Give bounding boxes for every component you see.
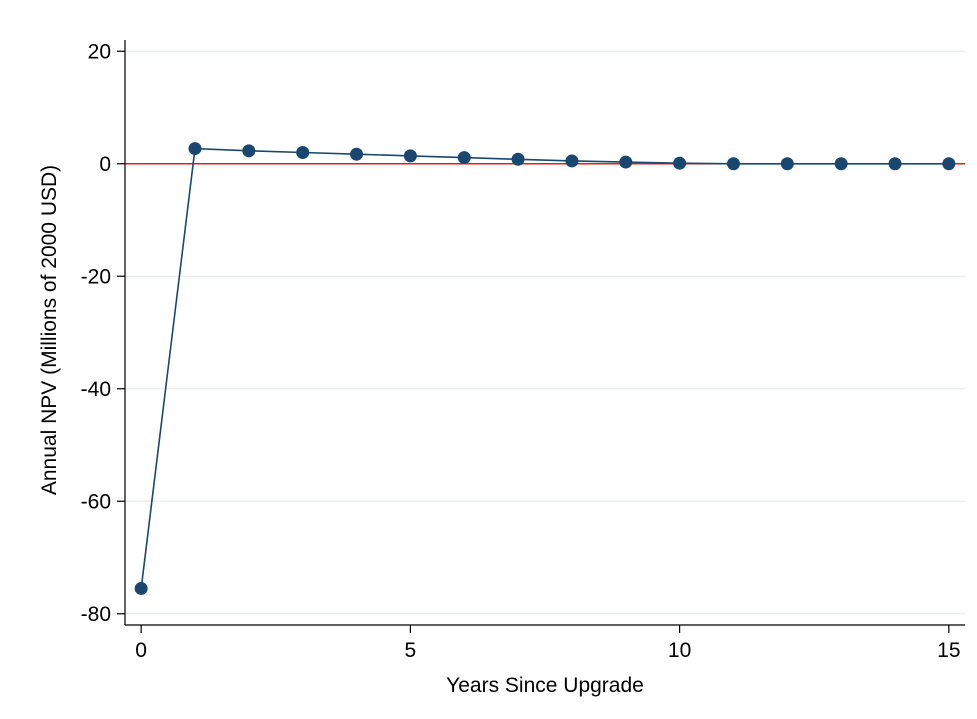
data-point-15 xyxy=(942,157,956,171)
series-line-0 xyxy=(140,147,949,589)
x-tick-label-5: 5 xyxy=(405,639,417,662)
x-axis-title: Years Since Upgrade xyxy=(446,674,644,697)
y-tick-label-0: 0 xyxy=(99,153,111,176)
data-point-10 xyxy=(673,156,687,170)
y-tick-label--20: -20 xyxy=(81,265,111,288)
x-tick-label-10: 10 xyxy=(668,639,691,662)
data-point-2 xyxy=(242,144,256,158)
data-point-13 xyxy=(834,157,848,171)
grid-lines xyxy=(125,50,965,615)
data-point-6 xyxy=(457,151,471,165)
x-tick-label-0: 0 xyxy=(135,639,147,662)
data-point-14 xyxy=(888,157,902,171)
series-group xyxy=(134,142,956,595)
y-tick-label--40: -40 xyxy=(81,378,111,401)
y-axis-title: Annual NPV (Millions of 2000 USD) xyxy=(38,165,61,495)
y-tick-label--60: -60 xyxy=(81,490,111,513)
axes xyxy=(117,40,965,633)
data-point-5 xyxy=(403,149,417,163)
data-point-0 xyxy=(134,581,148,595)
x-tick-label-15: 15 xyxy=(937,639,960,662)
data-point-9 xyxy=(619,155,633,169)
data-point-12 xyxy=(780,157,794,171)
data-point-4 xyxy=(350,147,364,161)
data-point-7 xyxy=(511,152,525,166)
data-point-11 xyxy=(726,157,740,171)
y-tick-label--80: -80 xyxy=(81,603,111,626)
data-point-8 xyxy=(565,154,579,168)
tick-labels: -80 -60 -40 -20 0 20 0 5 10 15 xyxy=(81,40,961,662)
data-point-3 xyxy=(296,146,310,159)
data-point-1 xyxy=(188,142,202,156)
y-tick-label-20: 20 xyxy=(88,40,111,63)
